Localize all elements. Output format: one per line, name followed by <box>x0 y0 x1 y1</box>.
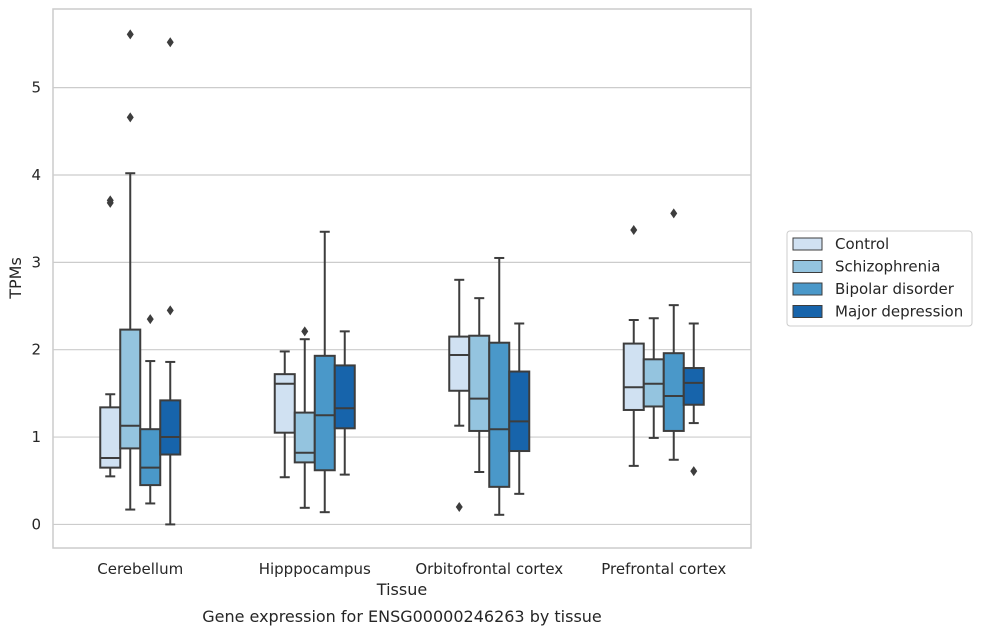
x-tick-label: Orbitofrontal cortex <box>415 560 563 578</box>
box-iqr <box>333 364 356 430</box>
box-iqr <box>622 342 645 411</box>
plot-frame <box>52 8 752 549</box>
box-bipolar-disorder <box>488 256 511 516</box>
box-schizophrenia <box>119 29 142 511</box>
box-bipolar-disorder <box>139 314 162 505</box>
box-iqr <box>293 411 316 464</box>
box-iqr <box>662 352 685 432</box>
box-iqr <box>119 328 142 450</box>
outlier-point <box>630 225 638 236</box>
box-schizophrenia <box>293 326 316 509</box>
legend-swatch <box>792 260 823 273</box>
box-bipolar-disorder <box>662 208 685 461</box>
outlier-point <box>301 326 309 337</box>
box-control <box>273 350 296 479</box>
legend-frame <box>786 230 973 327</box>
y-tick-label: 5 <box>31 79 41 97</box>
outlier-point <box>166 305 174 316</box>
y-tick-label: 3 <box>31 253 41 271</box>
box-iqr <box>139 428 162 487</box>
outlier-point <box>106 195 114 206</box>
y-tick-label: 4 <box>31 166 41 184</box>
legend: Control Schizophrenia Bipolar disorder Majo… <box>786 230 973 327</box>
legend-swatch <box>792 305 823 318</box>
outlier-point <box>146 314 154 325</box>
legend-label: Bipolar disorder <box>835 280 955 298</box>
y-axis-title: TPMs <box>6 257 25 300</box>
legend-label: Control <box>835 235 889 253</box>
box-iqr <box>488 341 511 488</box>
box-major-depression <box>682 322 705 477</box>
box-iqr <box>159 399 182 456</box>
box-major-depression <box>333 330 356 476</box>
outlier-point <box>455 501 463 512</box>
legend-swatch <box>792 282 823 296</box>
legend-label: Major depression <box>835 303 963 321</box>
x-axis-title: Tissue <box>376 580 427 599</box>
box-groups <box>99 29 705 526</box>
box-schizophrenia <box>468 297 491 473</box>
y-tick-label: 0 <box>31 515 41 533</box>
box-iqr <box>273 373 296 434</box>
box-bipolar-disorder <box>313 230 336 514</box>
x-tick-label: Cerebellum <box>97 560 183 578</box>
legend-swatch <box>792 237 823 251</box>
x-tick-label: Hipppocampus <box>259 560 371 578</box>
box-major-depression <box>159 37 182 526</box>
outlier-point <box>166 37 174 48</box>
box-control <box>99 195 122 478</box>
box-iqr <box>448 335 471 392</box>
outlier-point <box>690 466 698 477</box>
chart-caption: Gene expression for ENSG00000246263 by t… <box>202 607 602 626</box>
x-tick-labels: Cerebellum Hipppocampus Orbitofrontal cort… <box>97 560 726 578</box>
x-tick-label: Prefrontal cortex <box>601 560 726 578</box>
box-iqr <box>508 370 531 453</box>
legend-label: Schizophrenia <box>835 258 940 276</box>
y-tick-labels: 0 1 2 3 4 5 <box>31 79 41 534</box>
box-control <box>448 278 471 512</box>
outlier-point <box>670 208 678 219</box>
box-control <box>622 225 645 467</box>
outlier-point <box>126 29 134 40</box>
box-schizophrenia <box>642 317 665 439</box>
box-iqr <box>468 334 491 432</box>
box-iqr <box>682 367 705 406</box>
y-tick-label: 1 <box>31 428 41 446</box>
box-major-depression <box>508 322 531 495</box>
box-iqr <box>313 354 336 472</box>
y-tick-label: 2 <box>31 341 41 359</box>
outlier-point <box>126 112 134 123</box>
